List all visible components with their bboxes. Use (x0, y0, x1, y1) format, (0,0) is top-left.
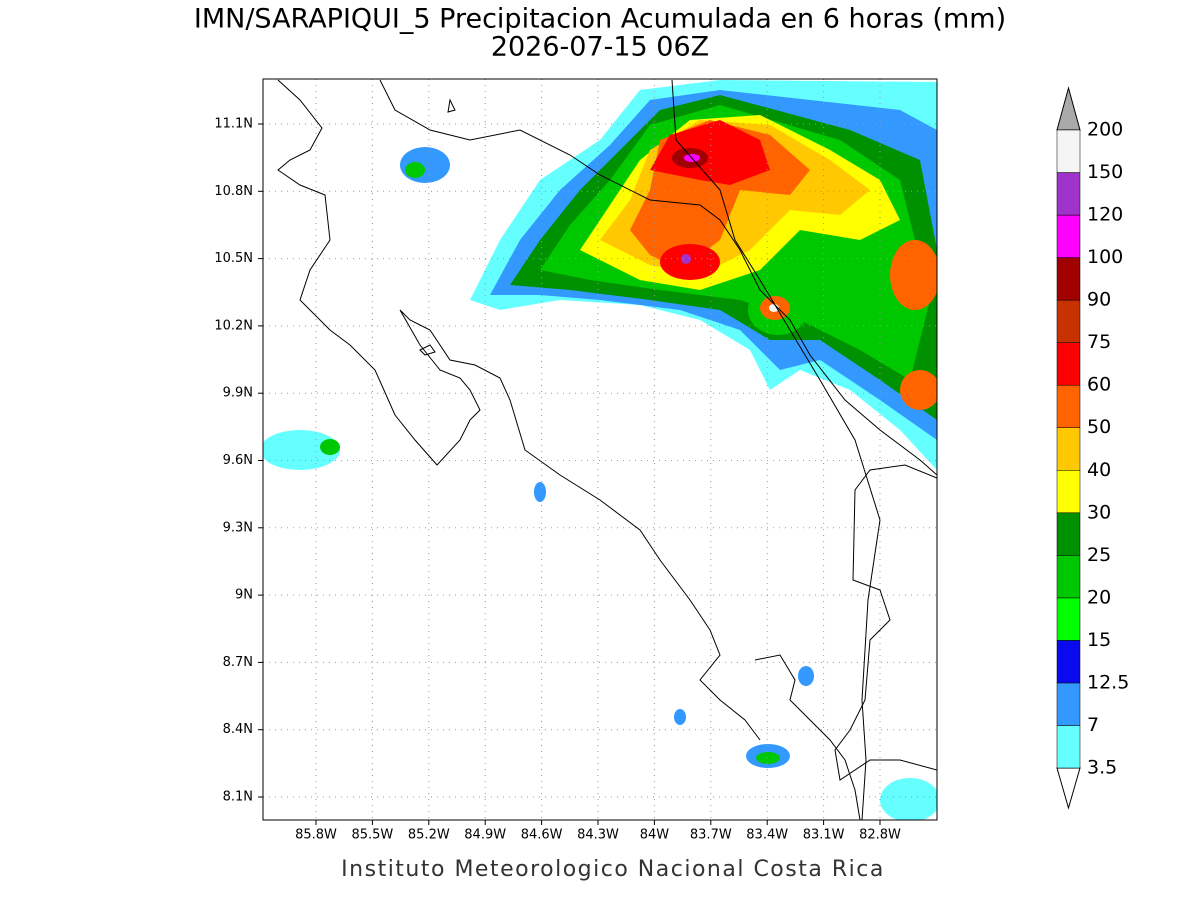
colorbar-box (1056, 512, 1081, 556)
colorbar-label: 15 (1087, 629, 1111, 651)
lon-tick-label: 85.5W (351, 828, 393, 843)
lon-tick-label: 83.4W (746, 828, 788, 843)
coastlines (277, 79, 937, 820)
lat-tick-label: 9N (235, 588, 253, 603)
subtitle: 2026-07-15 06Z (491, 32, 709, 63)
lon-tick-label: 84.6W (521, 828, 563, 843)
colorbar-label: 30 (1087, 501, 1111, 523)
precip-field (263, 80, 937, 820)
colorbar-box (1056, 214, 1081, 258)
lon-tick-label: 84.3W (577, 828, 619, 843)
lon-tick-label: 84.9W (464, 828, 506, 843)
colorbar-label: 120 (1087, 204, 1123, 226)
footer: Instituto Meteorologico Nacional Costa R… (341, 857, 885, 882)
colorbar-label: 20 (1087, 586, 1111, 608)
colorbar-box (1056, 427, 1081, 471)
colorbar-box (1056, 384, 1081, 428)
colorbar-box (1056, 129, 1081, 173)
lat-tick-label: 8.7N (223, 655, 253, 670)
lon-tick-label: 85.2W (408, 828, 450, 843)
colorbar-label: 90 (1087, 289, 1111, 311)
colorbar-box (1056, 172, 1081, 216)
colorbar-box (1056, 640, 1081, 684)
lon-tick-label: 83.1W (803, 828, 845, 843)
colorbar-label: 200 (1087, 119, 1123, 141)
colorbar-label: 40 (1087, 459, 1111, 481)
title: IMN/SARAPIQUI_5 Precipitacion Acumulada … (194, 4, 1006, 35)
colorbar-under (1056, 767, 1081, 810)
colorbar-label: 12.5 (1087, 671, 1129, 693)
colorbar: 3.5 7 12.5 15 20 25 30 40 50 60 75 90 100 120 150 200 (1056, 86, 1129, 810)
colorbar-box (1056, 555, 1081, 599)
colorbar-label: 75 (1087, 331, 1111, 353)
lat-tick-label: 8.1N (223, 790, 253, 805)
colorbar-label: 50 (1087, 416, 1111, 438)
colorbar-label: 3.5 (1087, 757, 1117, 779)
lat-tick-label: 10.5N (214, 251, 253, 266)
colorbar-label: 25 (1087, 544, 1111, 566)
lon-tick-label: 82.8W (859, 828, 901, 843)
colorbar-box (1056, 470, 1081, 514)
grid (258, 79, 937, 825)
lon-tick-label: 83.7W (690, 828, 732, 843)
colorbar-label: 60 (1087, 374, 1111, 396)
lon-tick-label: 85.8W (295, 828, 337, 843)
colorbar-box (1056, 725, 1081, 769)
colorbar-label: 150 (1087, 161, 1123, 183)
colorbar-box (1056, 342, 1081, 386)
colorbar-box (1056, 299, 1081, 343)
colorbar-box (1056, 257, 1081, 301)
colorbar-box (1056, 597, 1081, 641)
lat-tick-label: 9.3N (223, 520, 253, 535)
lat-tick-label: 9.9N (223, 386, 253, 401)
lat-tick-label: 11.1N (214, 117, 253, 132)
lat-tick-label: 8.4N (223, 722, 253, 737)
lat-tick-label: 9.6N (223, 453, 253, 468)
colorbar-box (1056, 682, 1081, 726)
colorbar-over (1056, 86, 1081, 131)
lat-tick-label: 10.8N (214, 184, 253, 199)
map-frame (262, 78, 938, 821)
colorbar-label: 7 (1087, 714, 1099, 736)
colorbar-label: 100 (1087, 246, 1123, 268)
lat-tick-label: 10.2N (214, 318, 253, 333)
lon-tick-label: 84W (640, 828, 670, 843)
